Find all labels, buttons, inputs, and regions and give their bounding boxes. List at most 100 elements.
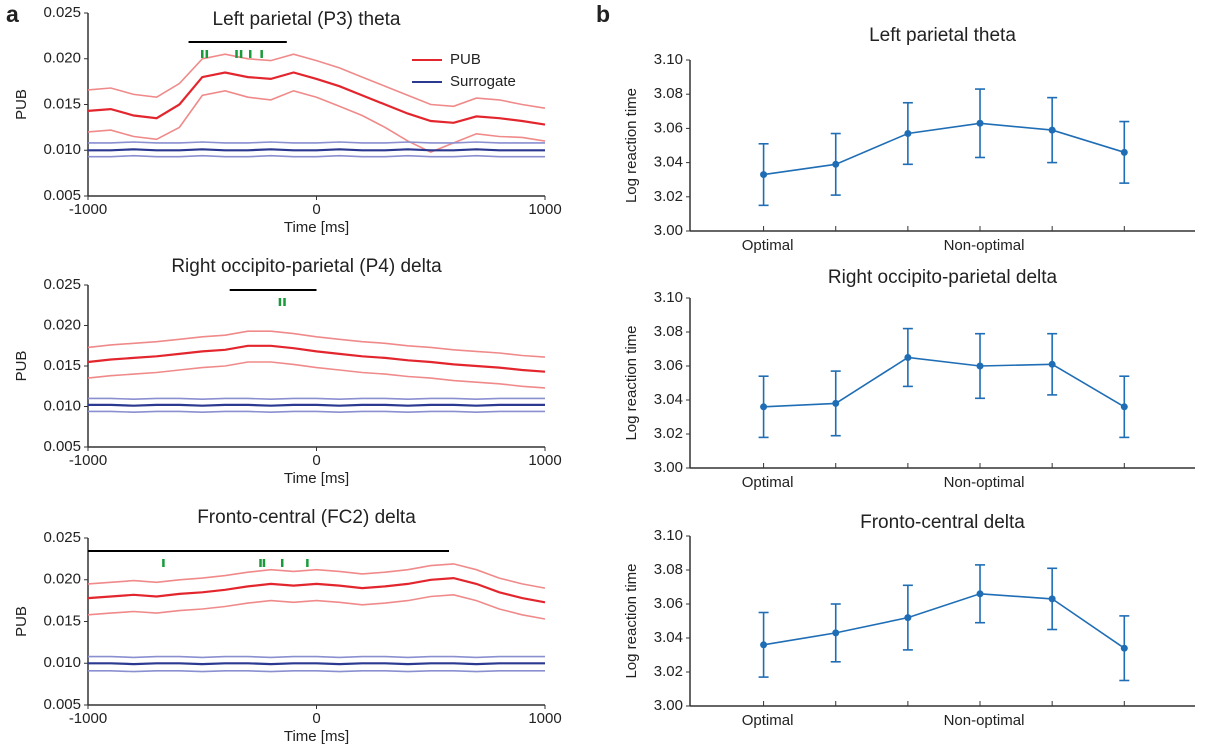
point xyxy=(760,641,768,649)
series-line xyxy=(87,344,546,373)
y-tick-label: 3.02 xyxy=(654,188,683,205)
y-tick-label: 3.06 xyxy=(654,595,683,612)
y-tick-label: 3.04 xyxy=(654,154,683,171)
y-tick-label: 3.00 xyxy=(654,222,683,239)
chart-title: Fronto-central delta xyxy=(860,512,1025,533)
x-tick-label: 1000 xyxy=(528,710,561,727)
series-line xyxy=(87,71,546,126)
x-axis-label: Time [ms] xyxy=(284,728,349,745)
y-axis-label: PUB xyxy=(13,351,30,382)
series-line xyxy=(87,576,546,604)
point xyxy=(760,403,768,411)
series-line xyxy=(763,122,1125,176)
x-tick-label: -1000 xyxy=(69,452,107,469)
y-tick-label: 0.025 xyxy=(43,4,81,21)
y-tick-label: 0.010 xyxy=(43,654,81,671)
x-tick-label: Optimal xyxy=(742,237,794,254)
x-tick-label: Non-optimal xyxy=(944,237,1025,254)
series-line xyxy=(88,154,545,158)
point xyxy=(1048,126,1056,134)
y-tick-label: 0.015 xyxy=(43,612,81,629)
y-tick-label: 0.020 xyxy=(43,316,81,333)
x-tick-label: 1000 xyxy=(528,452,561,469)
point xyxy=(832,160,840,168)
y-tick-label: 3.08 xyxy=(654,561,683,578)
point xyxy=(976,362,984,370)
x-tick-label: 0 xyxy=(312,201,320,218)
point xyxy=(1120,644,1128,652)
point xyxy=(976,119,984,127)
series-line xyxy=(88,670,545,673)
y-axis-label: Log reaction time xyxy=(623,563,640,678)
y-tick-label: 3.08 xyxy=(654,85,683,102)
series-line xyxy=(87,593,546,620)
y-tick-label: 3.02 xyxy=(654,425,683,442)
y-tick-label: 3.06 xyxy=(654,119,683,136)
point xyxy=(832,399,840,407)
y-axis-label: Log reaction time xyxy=(623,88,640,203)
y-axis-label: Log reaction time xyxy=(623,325,640,440)
y-tick-label: 0.010 xyxy=(43,141,81,158)
series-line xyxy=(88,403,545,407)
series-line xyxy=(88,397,545,401)
series-line xyxy=(88,141,545,144)
y-tick-label: 0.005 xyxy=(43,696,81,713)
series-line xyxy=(88,148,545,152)
y-tick-label: 0.020 xyxy=(43,571,81,588)
x-tick-label: Optimal xyxy=(742,712,794,729)
y-tick-label: 3.06 xyxy=(654,357,683,374)
y-tick-label: 3.10 xyxy=(654,51,683,68)
y-axis-label: PUB xyxy=(13,606,30,637)
series-line xyxy=(87,563,546,589)
x-axis-label: Time [ms] xyxy=(284,470,349,487)
panel-letter: a xyxy=(6,1,19,27)
y-tick-label: 0.025 xyxy=(43,529,81,546)
y-tick-label: 3.02 xyxy=(654,663,683,680)
x-tick-label: -1000 xyxy=(69,201,107,218)
x-tick-label: Optimal xyxy=(742,474,794,491)
x-tick-label: 0 xyxy=(312,710,320,727)
point xyxy=(1048,595,1056,603)
chart-title: Right occipito-parietal delta xyxy=(828,267,1058,288)
series-line xyxy=(763,356,1125,408)
y-tick-label: 0.025 xyxy=(43,276,81,293)
point xyxy=(1048,360,1056,368)
y-tick-label: 3.10 xyxy=(654,527,683,544)
point xyxy=(1120,403,1128,411)
legend-label: PUB xyxy=(450,51,481,68)
chart-title: Fronto-central (FC2) delta xyxy=(197,507,416,528)
x-tick-label: 0 xyxy=(312,452,320,469)
series-line xyxy=(88,655,545,659)
x-tick-label: -1000 xyxy=(69,710,107,727)
series-line xyxy=(87,53,546,109)
y-tick-label: 3.04 xyxy=(654,629,683,646)
point xyxy=(832,629,840,637)
point xyxy=(904,614,912,622)
y-tick-label: 0.005 xyxy=(43,438,81,455)
point xyxy=(904,130,912,138)
chart-title: Left parietal (P3) theta xyxy=(213,9,401,30)
x-tick-label: Non-optimal xyxy=(944,474,1025,491)
y-tick-label: 0.020 xyxy=(43,50,81,67)
y-tick-label: 0.010 xyxy=(43,397,81,414)
legend-label: Surrogate xyxy=(450,73,516,90)
y-tick-label: 0.015 xyxy=(43,95,81,112)
y-tick-label: 3.00 xyxy=(654,459,683,476)
series-line xyxy=(87,330,546,358)
series-line xyxy=(87,89,546,153)
y-axis-label: PUB xyxy=(13,89,30,120)
series-line xyxy=(763,592,1125,649)
y-tick-label: 3.00 xyxy=(654,697,683,714)
y-tick-label: 3.10 xyxy=(654,289,683,306)
x-tick-label: 1000 xyxy=(528,201,561,218)
point xyxy=(760,171,768,179)
point xyxy=(976,590,984,598)
point xyxy=(904,354,912,361)
panel-letter: b xyxy=(596,1,610,27)
x-tick-label: Non-optimal xyxy=(944,712,1025,729)
series-line xyxy=(88,662,545,666)
y-tick-label: 3.08 xyxy=(654,323,683,340)
series-line xyxy=(88,410,545,414)
point xyxy=(1120,148,1128,156)
